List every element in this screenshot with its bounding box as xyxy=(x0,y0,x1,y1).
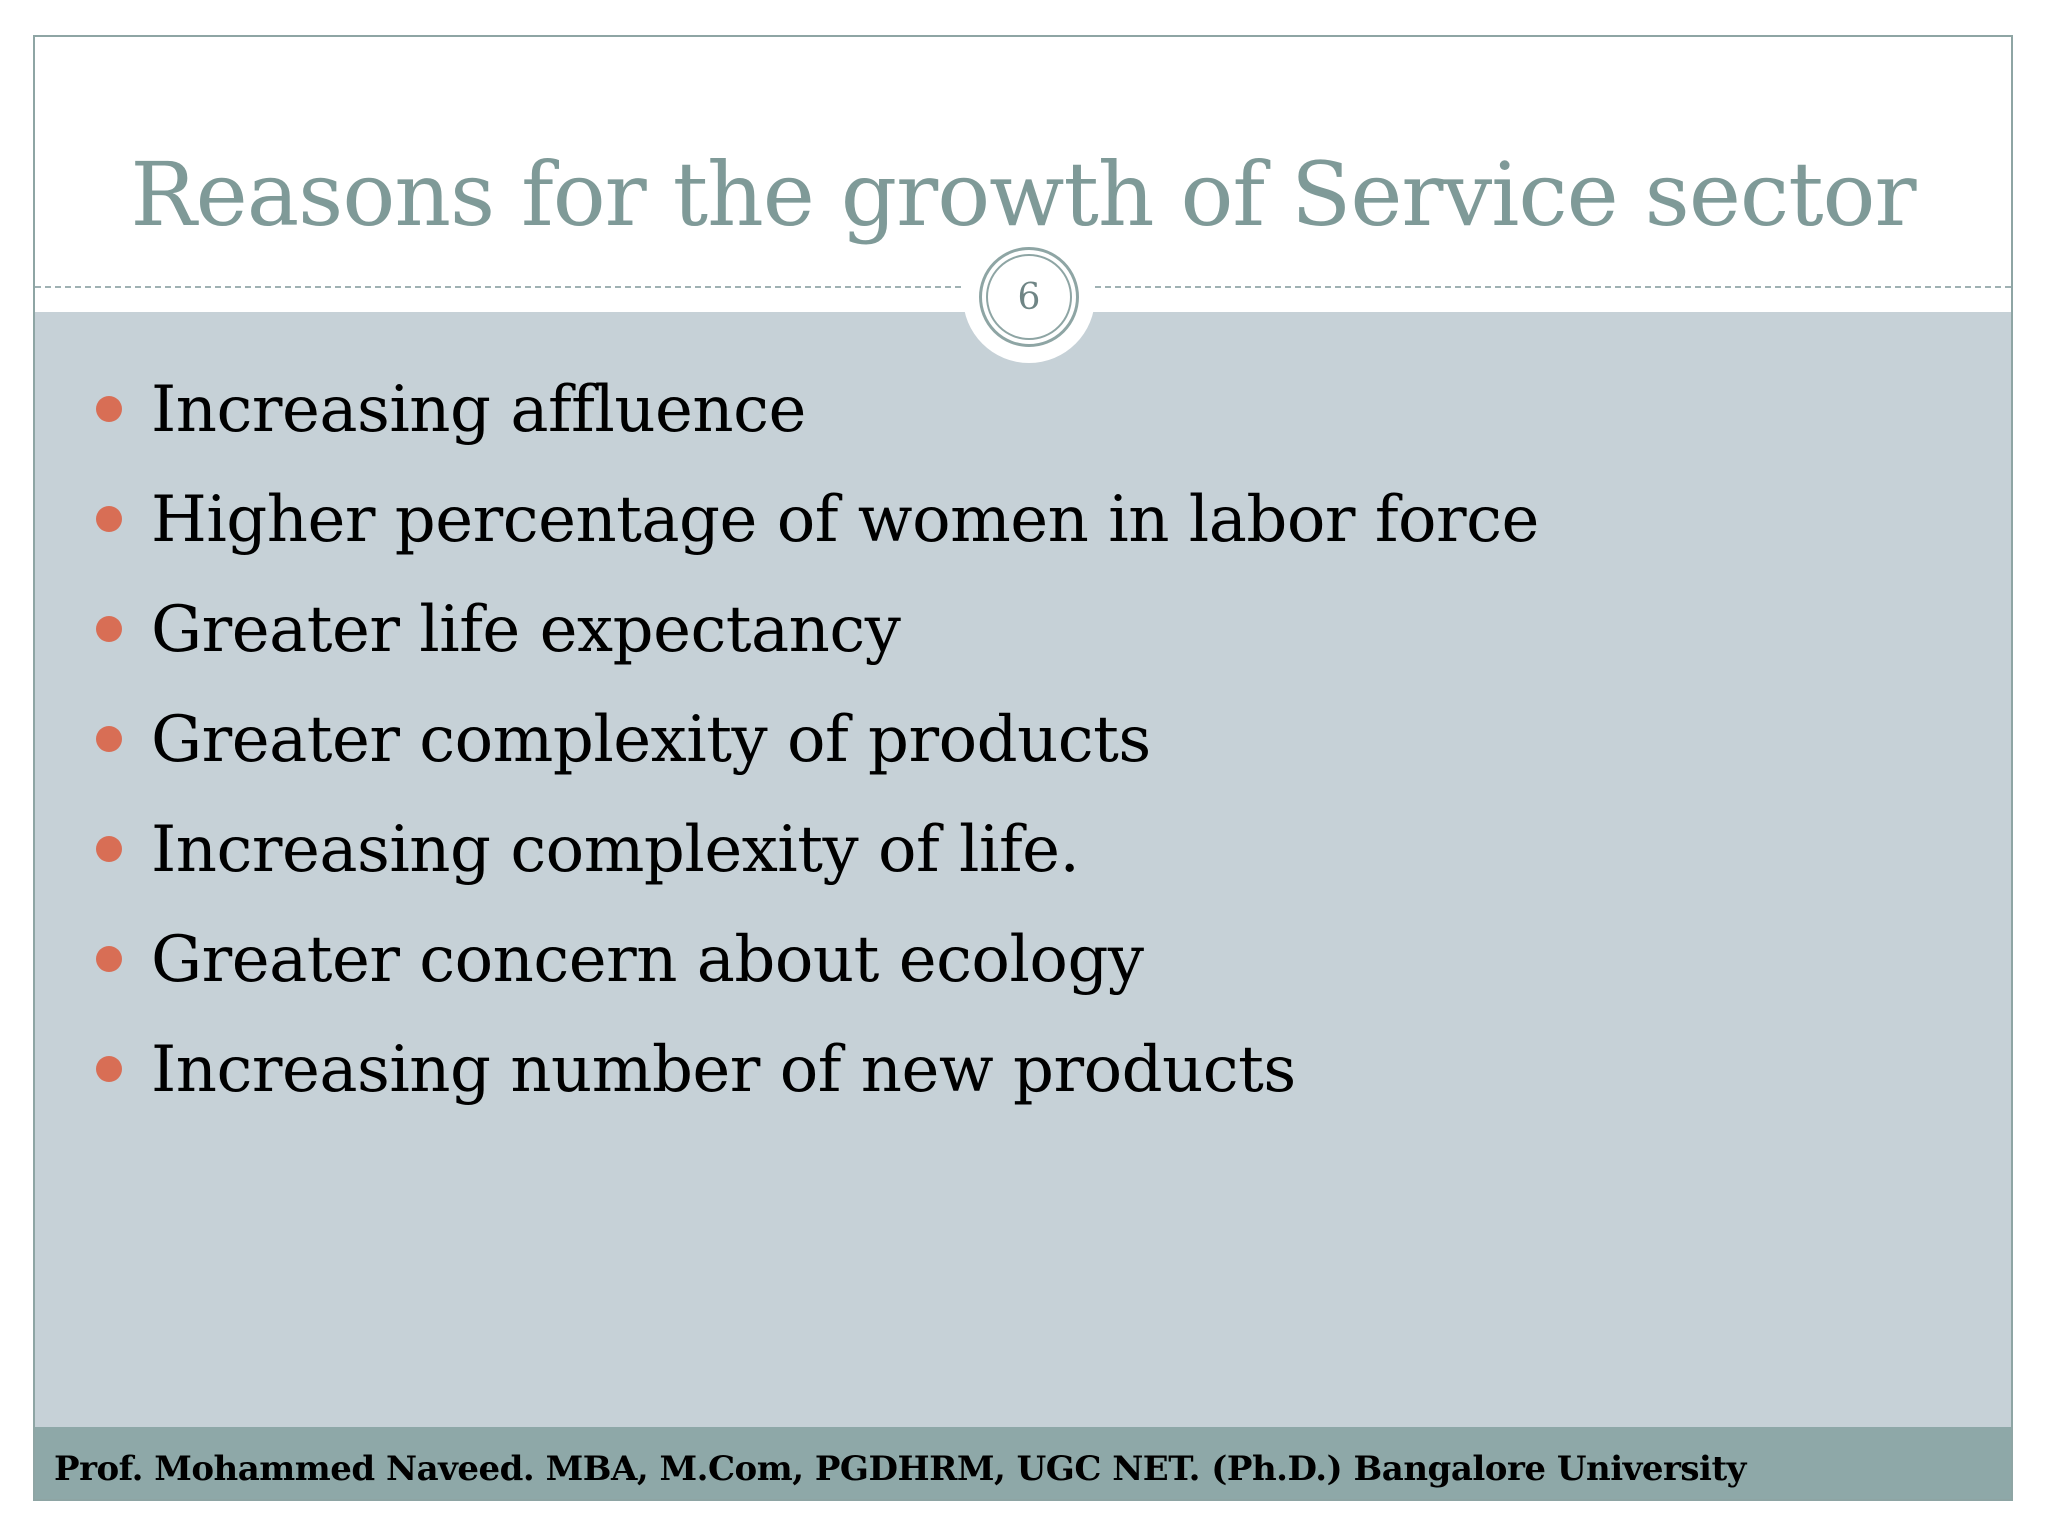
bullet-item: Increasing number of new products xyxy=(35,1015,1539,1125)
bullet-dot-icon xyxy=(96,836,122,862)
content-panel xyxy=(35,312,2011,1467)
bullet-dot-icon xyxy=(96,396,122,422)
slide-number: 6 xyxy=(986,254,1072,340)
bullet-dot-icon xyxy=(96,946,122,972)
bullet-item: Greater life expectancy xyxy=(35,575,1539,685)
bullet-dot-icon xyxy=(96,506,122,532)
bullet-list: Increasing affluence Higher percentage o… xyxy=(35,355,1539,1125)
slide-title: Reasons for the growth of Service sector xyxy=(130,143,1916,246)
bullet-text: Higher percentage of women in labor forc… xyxy=(151,483,1539,557)
slide: Reasons for the growth of Service sector… xyxy=(33,35,2013,1501)
slide-number-ring: 6 xyxy=(979,247,1079,347)
bullet-text: Greater concern about ecology xyxy=(151,923,1144,997)
bullet-text: Increasing affluence xyxy=(151,373,806,447)
bullet-dot-icon xyxy=(96,1056,122,1082)
bullet-text: Increasing number of new products xyxy=(151,1033,1296,1107)
slide-number-badge: 6 xyxy=(963,231,1095,363)
footer-bar: Prof. Mohammed Naveed. MBA, M.Com, PGDHR… xyxy=(35,1427,2011,1499)
bullet-text: Greater life expectancy xyxy=(151,593,901,667)
bullet-item: Greater complexity of products xyxy=(35,685,1539,795)
bullet-text: Increasing complexity of life. xyxy=(151,813,1080,887)
bullet-dot-icon xyxy=(96,616,122,642)
bullet-item: Increasing complexity of life. xyxy=(35,795,1539,905)
bullet-item: Increasing affluence xyxy=(35,355,1539,465)
bullet-item: Higher percentage of women in labor forc… xyxy=(35,465,1539,575)
bullet-dot-icon xyxy=(96,726,122,752)
footer-credit: Prof. Mohammed Naveed. MBA, M.Com, PGDHR… xyxy=(54,1449,1746,1489)
bullet-item: Greater concern about ecology xyxy=(35,905,1539,1015)
bullet-text: Greater complexity of products xyxy=(151,703,1151,777)
